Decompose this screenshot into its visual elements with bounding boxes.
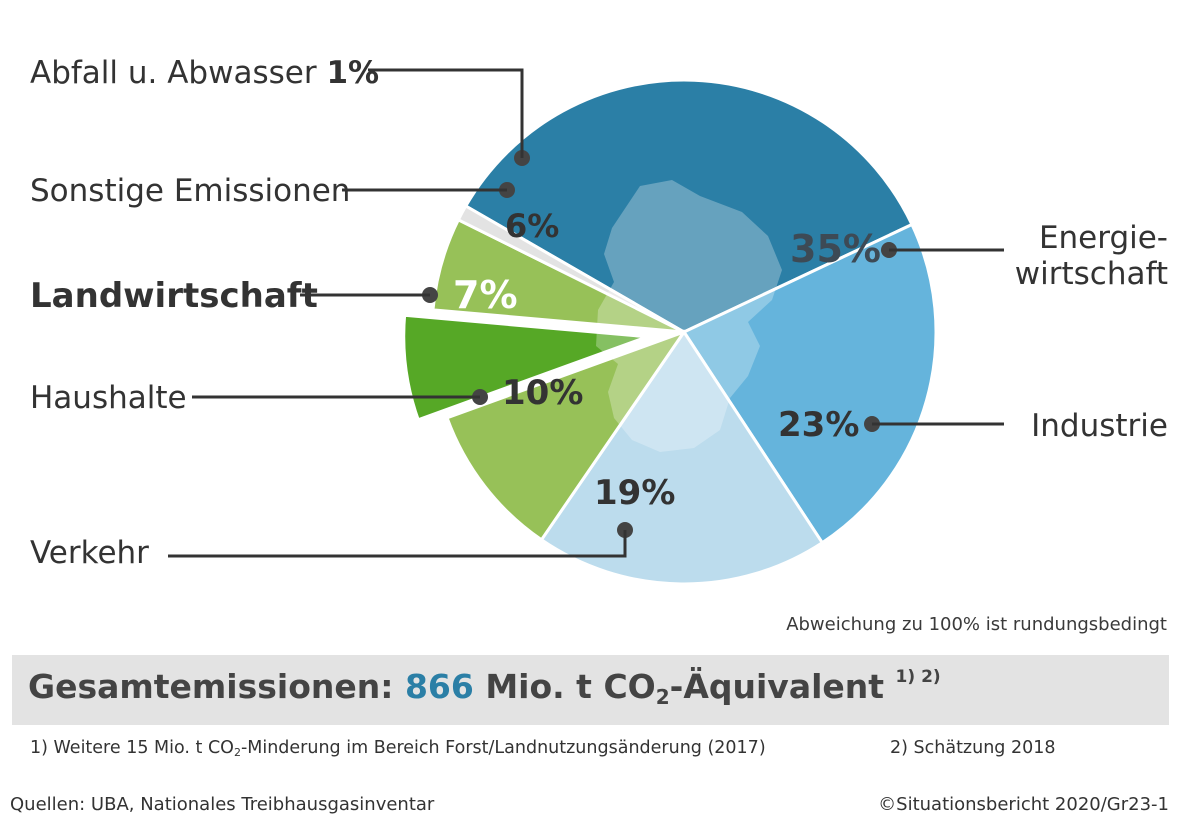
pie-chart: 35% Energie-wirtschaft 23% Industrie 19% Verk… <box>30 55 1168 586</box>
label-sonstige: Sonstige Emissionen <box>30 173 350 209</box>
leader-verkehr <box>168 530 627 558</box>
label-landwirtschaft: Landwirtschaft <box>30 276 318 316</box>
footnote-2: 2) Schätzung 2018 <box>890 738 1056 758</box>
value-label-verkehr: 19% <box>594 473 675 513</box>
label-industrie: Industrie <box>1031 408 1168 444</box>
total-emissions-banner: Gesamtemissionen: 866 Mio. t CO2-Äquival… <box>12 655 1169 725</box>
label-abfall: Abfall u. Abwasser 1% <box>30 55 379 91</box>
banner-unit-sub: 2 <box>655 685 670 709</box>
total-emissions-text: Gesamtemissionen: 866 Mio. t CO2-Äquival… <box>28 667 941 709</box>
banner-refs: 1) 2) <box>895 667 941 687</box>
slice-landwirtschaft <box>399 310 656 426</box>
slice-haushalte <box>445 329 688 542</box>
rounding-note: Abweichung zu 100% ist rundungsbedingt <box>786 614 1167 635</box>
banner-unit: Mio. t CO <box>473 667 656 706</box>
slice-abfall-u-abwasser <box>456 203 685 334</box>
slice-industrie <box>681 222 938 545</box>
leader-abfall <box>368 68 524 158</box>
banner-prefix: Gesamtemissionen: <box>28 667 405 706</box>
label-energie-2: wirtschaft <box>1015 256 1168 292</box>
footnote-1-b: -Minderung im Bereich Forst/Landnutzungs… <box>240 738 766 758</box>
value-label-landwirtschaft: 7% <box>453 273 518 317</box>
value-label-sonstige: 6% <box>505 207 559 245</box>
label-haushalte: Haushalte <box>30 380 187 416</box>
total-value: 866 <box>404 667 474 706</box>
footnote-1: 1) Weitere 15 Mio. t CO2-Minderung im Be… <box>30 738 766 759</box>
germany-map-backdrop <box>596 180 782 452</box>
footnote-1-sub: 2 <box>233 746 241 759</box>
value-label-energie: 35% <box>790 227 881 271</box>
label-verkehr: Verkehr <box>30 535 149 571</box>
banner-unit-suffix: -Äquivalent <box>669 667 896 706</box>
value-label-haushalte: 10% <box>502 373 583 413</box>
copyright: ©Situationsbericht 2020/Gr23-1 <box>878 794 1169 815</box>
label-energie-1: Energie- <box>1039 220 1168 256</box>
value-label-industrie: 23% <box>778 405 859 445</box>
sources: Quellen: UBA, Nationales Treibhausgasinv… <box>10 794 435 815</box>
footnote-1-a: 1) Weitere 15 Mio. t CO <box>30 738 234 758</box>
